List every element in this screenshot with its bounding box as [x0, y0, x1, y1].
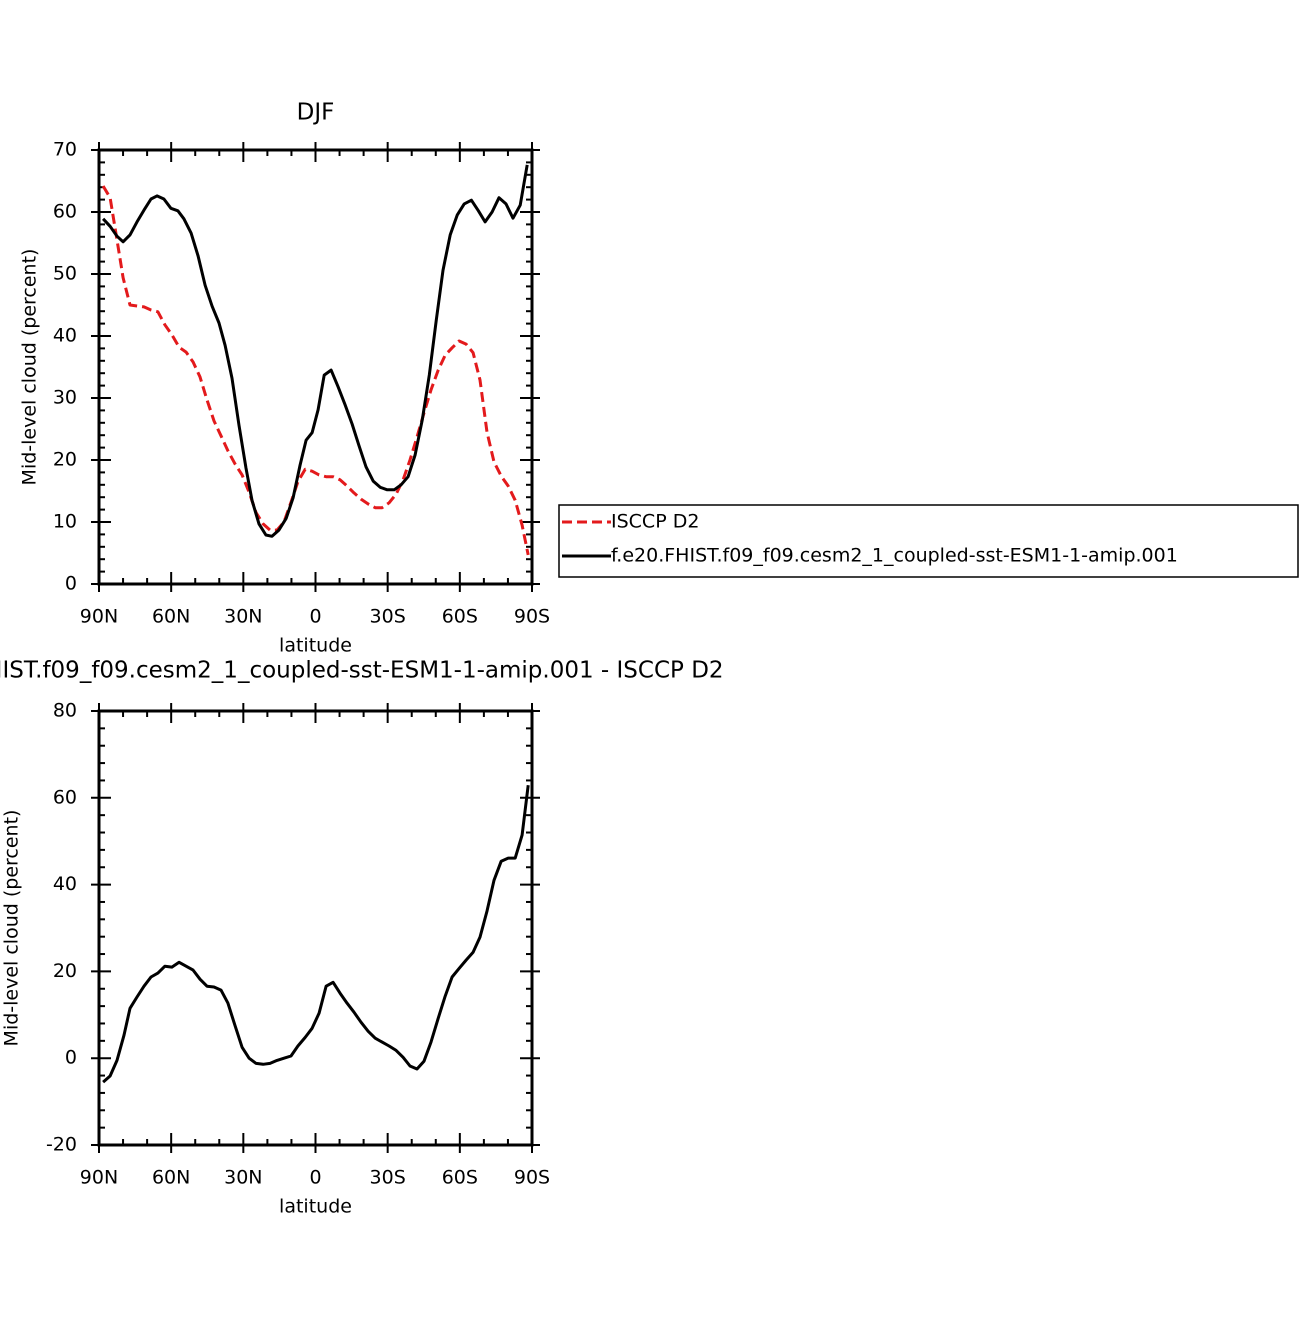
y-tick-label: 40 — [53, 325, 77, 347]
x-tick-label: 0 — [309, 606, 321, 628]
legend-label: ISCCP D2 — [611, 511, 699, 533]
x-tick-label: 60S — [442, 606, 478, 628]
x-tick-label: 30N — [224, 1167, 262, 1189]
x-tick-label: 60N — [152, 1167, 190, 1189]
y-tick-label: -20 — [46, 1134, 77, 1156]
x-tick-label: 90N — [80, 606, 118, 628]
x-axis-label: latitude — [279, 1196, 352, 1218]
y-tick-label: 0 — [65, 1047, 77, 1069]
plot-frame — [97, 709, 534, 1147]
y-tick-label: 10 — [53, 511, 77, 533]
y-tick-label: 50 — [53, 263, 77, 285]
y-tick-label: 60 — [53, 786, 77, 808]
plot-frame — [97, 148, 534, 586]
x-tick-label: 90N — [80, 1167, 118, 1189]
x-tick-label: 30S — [370, 606, 406, 628]
y-axis-label: Mid-level cloud (percent) — [1, 810, 23, 1047]
legend-box — [558, 504, 1299, 578]
x-tick-label: 30S — [370, 1167, 406, 1189]
data-line — [101, 185, 530, 556]
legend-label: f.e20.FHIST.f09_f09.cesm2_1_coupled-sst-… — [611, 545, 1178, 567]
y-tick-label: 80 — [53, 700, 77, 722]
x-tick-label: 90S — [514, 1167, 550, 1189]
y-tick-label: 0 — [65, 573, 77, 595]
y-axis-label: Mid-level cloud (percent) — [19, 249, 41, 486]
data-line — [102, 785, 530, 1084]
x-tick-label: 0 — [309, 1167, 321, 1189]
y-tick-label: 20 — [53, 960, 77, 982]
x-tick-label: 90S — [514, 606, 550, 628]
y-tick-label: 20 — [53, 449, 77, 471]
chart-title: f.e20.FHIST.f09_f09.cesm2_1_coupled-sst-… — [0, 658, 724, 684]
x-tick-label: 60S — [442, 1167, 478, 1189]
x-tick-label: 30N — [224, 606, 262, 628]
y-tick-label: 70 — [53, 139, 77, 161]
y-tick-label: 30 — [53, 387, 77, 409]
y-tick-label: 40 — [53, 873, 77, 895]
x-axis-label: latitude — [279, 635, 352, 657]
y-tick-label: 60 — [53, 201, 77, 223]
x-tick-label: 60N — [152, 606, 190, 628]
data-line — [102, 164, 529, 538]
chart-title: DJF — [297, 100, 335, 126]
